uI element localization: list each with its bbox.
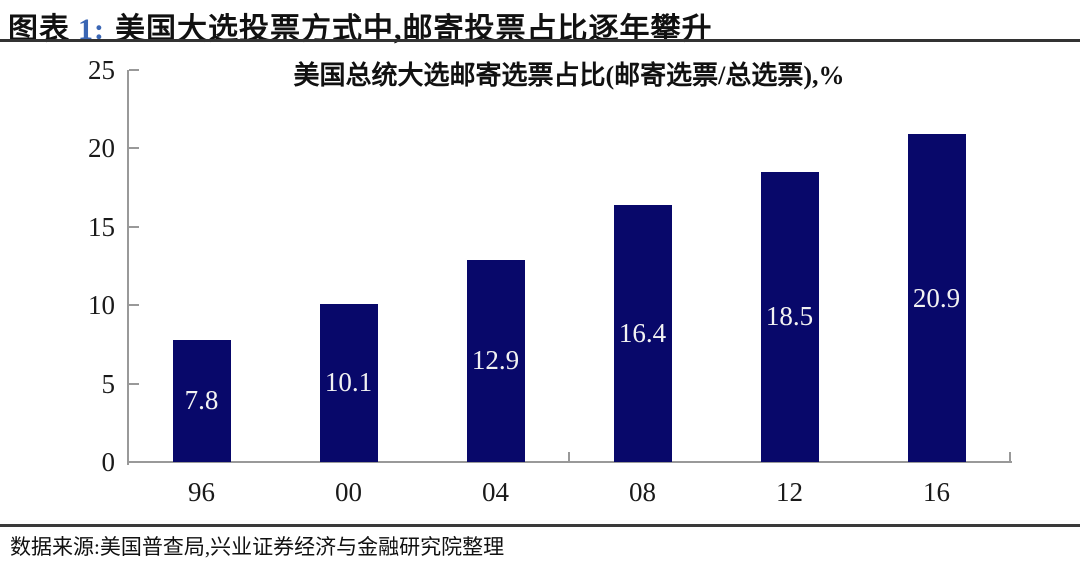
bar-12: 18.5 xyxy=(760,171,819,462)
bar-value-label: 16.4 xyxy=(618,317,667,348)
chart-title: 美国总统大选邮寄选票占比(邮寄选票/总选票),% xyxy=(293,61,845,90)
y-axis-label-0: 0 xyxy=(101,447,116,477)
bar-04: 12.9 xyxy=(466,259,525,462)
x-axis-label-12: 12 xyxy=(776,477,803,507)
y-axis-label-15: 15 xyxy=(88,211,115,242)
x-axis-label-16: 16 xyxy=(923,477,950,507)
x-axis-label-04: 04 xyxy=(482,477,509,507)
bar-value-label: 12.9 xyxy=(471,345,520,376)
data-source: 数据来源:美国普查局,兴业证券经济与金融研究院整理 xyxy=(10,535,505,559)
y-tick xyxy=(129,382,139,385)
y-tick xyxy=(129,147,139,150)
bar-value-label: 20.9 xyxy=(912,282,961,313)
x-axis-label-96: 96 xyxy=(188,477,215,507)
x-axis-line xyxy=(127,461,1012,463)
bar-value-label: 18.5 xyxy=(765,301,814,332)
y-axis-label-5: 5 xyxy=(101,368,116,399)
bar-08: 16.4 xyxy=(613,204,672,462)
y-axis-label-10: 10 xyxy=(88,290,115,321)
x-tick xyxy=(568,452,570,462)
x-tick xyxy=(1009,452,1011,462)
footer-divider xyxy=(0,524,1080,527)
y-axis-line xyxy=(127,70,129,465)
bar-00: 10.1 xyxy=(319,303,378,462)
y-tick xyxy=(129,304,139,307)
y-tick xyxy=(129,225,139,228)
bar-16: 20.9 xyxy=(907,134,966,462)
header-divider xyxy=(0,39,1080,42)
y-axis-label-25: 25 xyxy=(88,55,115,85)
bar-value-label: 7.8 xyxy=(184,385,219,416)
x-axis-label-00: 00 xyxy=(335,477,362,507)
x-axis-label-08: 08 xyxy=(629,477,656,507)
y-tick xyxy=(129,69,139,71)
y-axis-label-20: 20 xyxy=(88,133,115,164)
bar-96: 7.8 xyxy=(172,339,231,462)
bar-value-label: 10.1 xyxy=(324,367,373,398)
